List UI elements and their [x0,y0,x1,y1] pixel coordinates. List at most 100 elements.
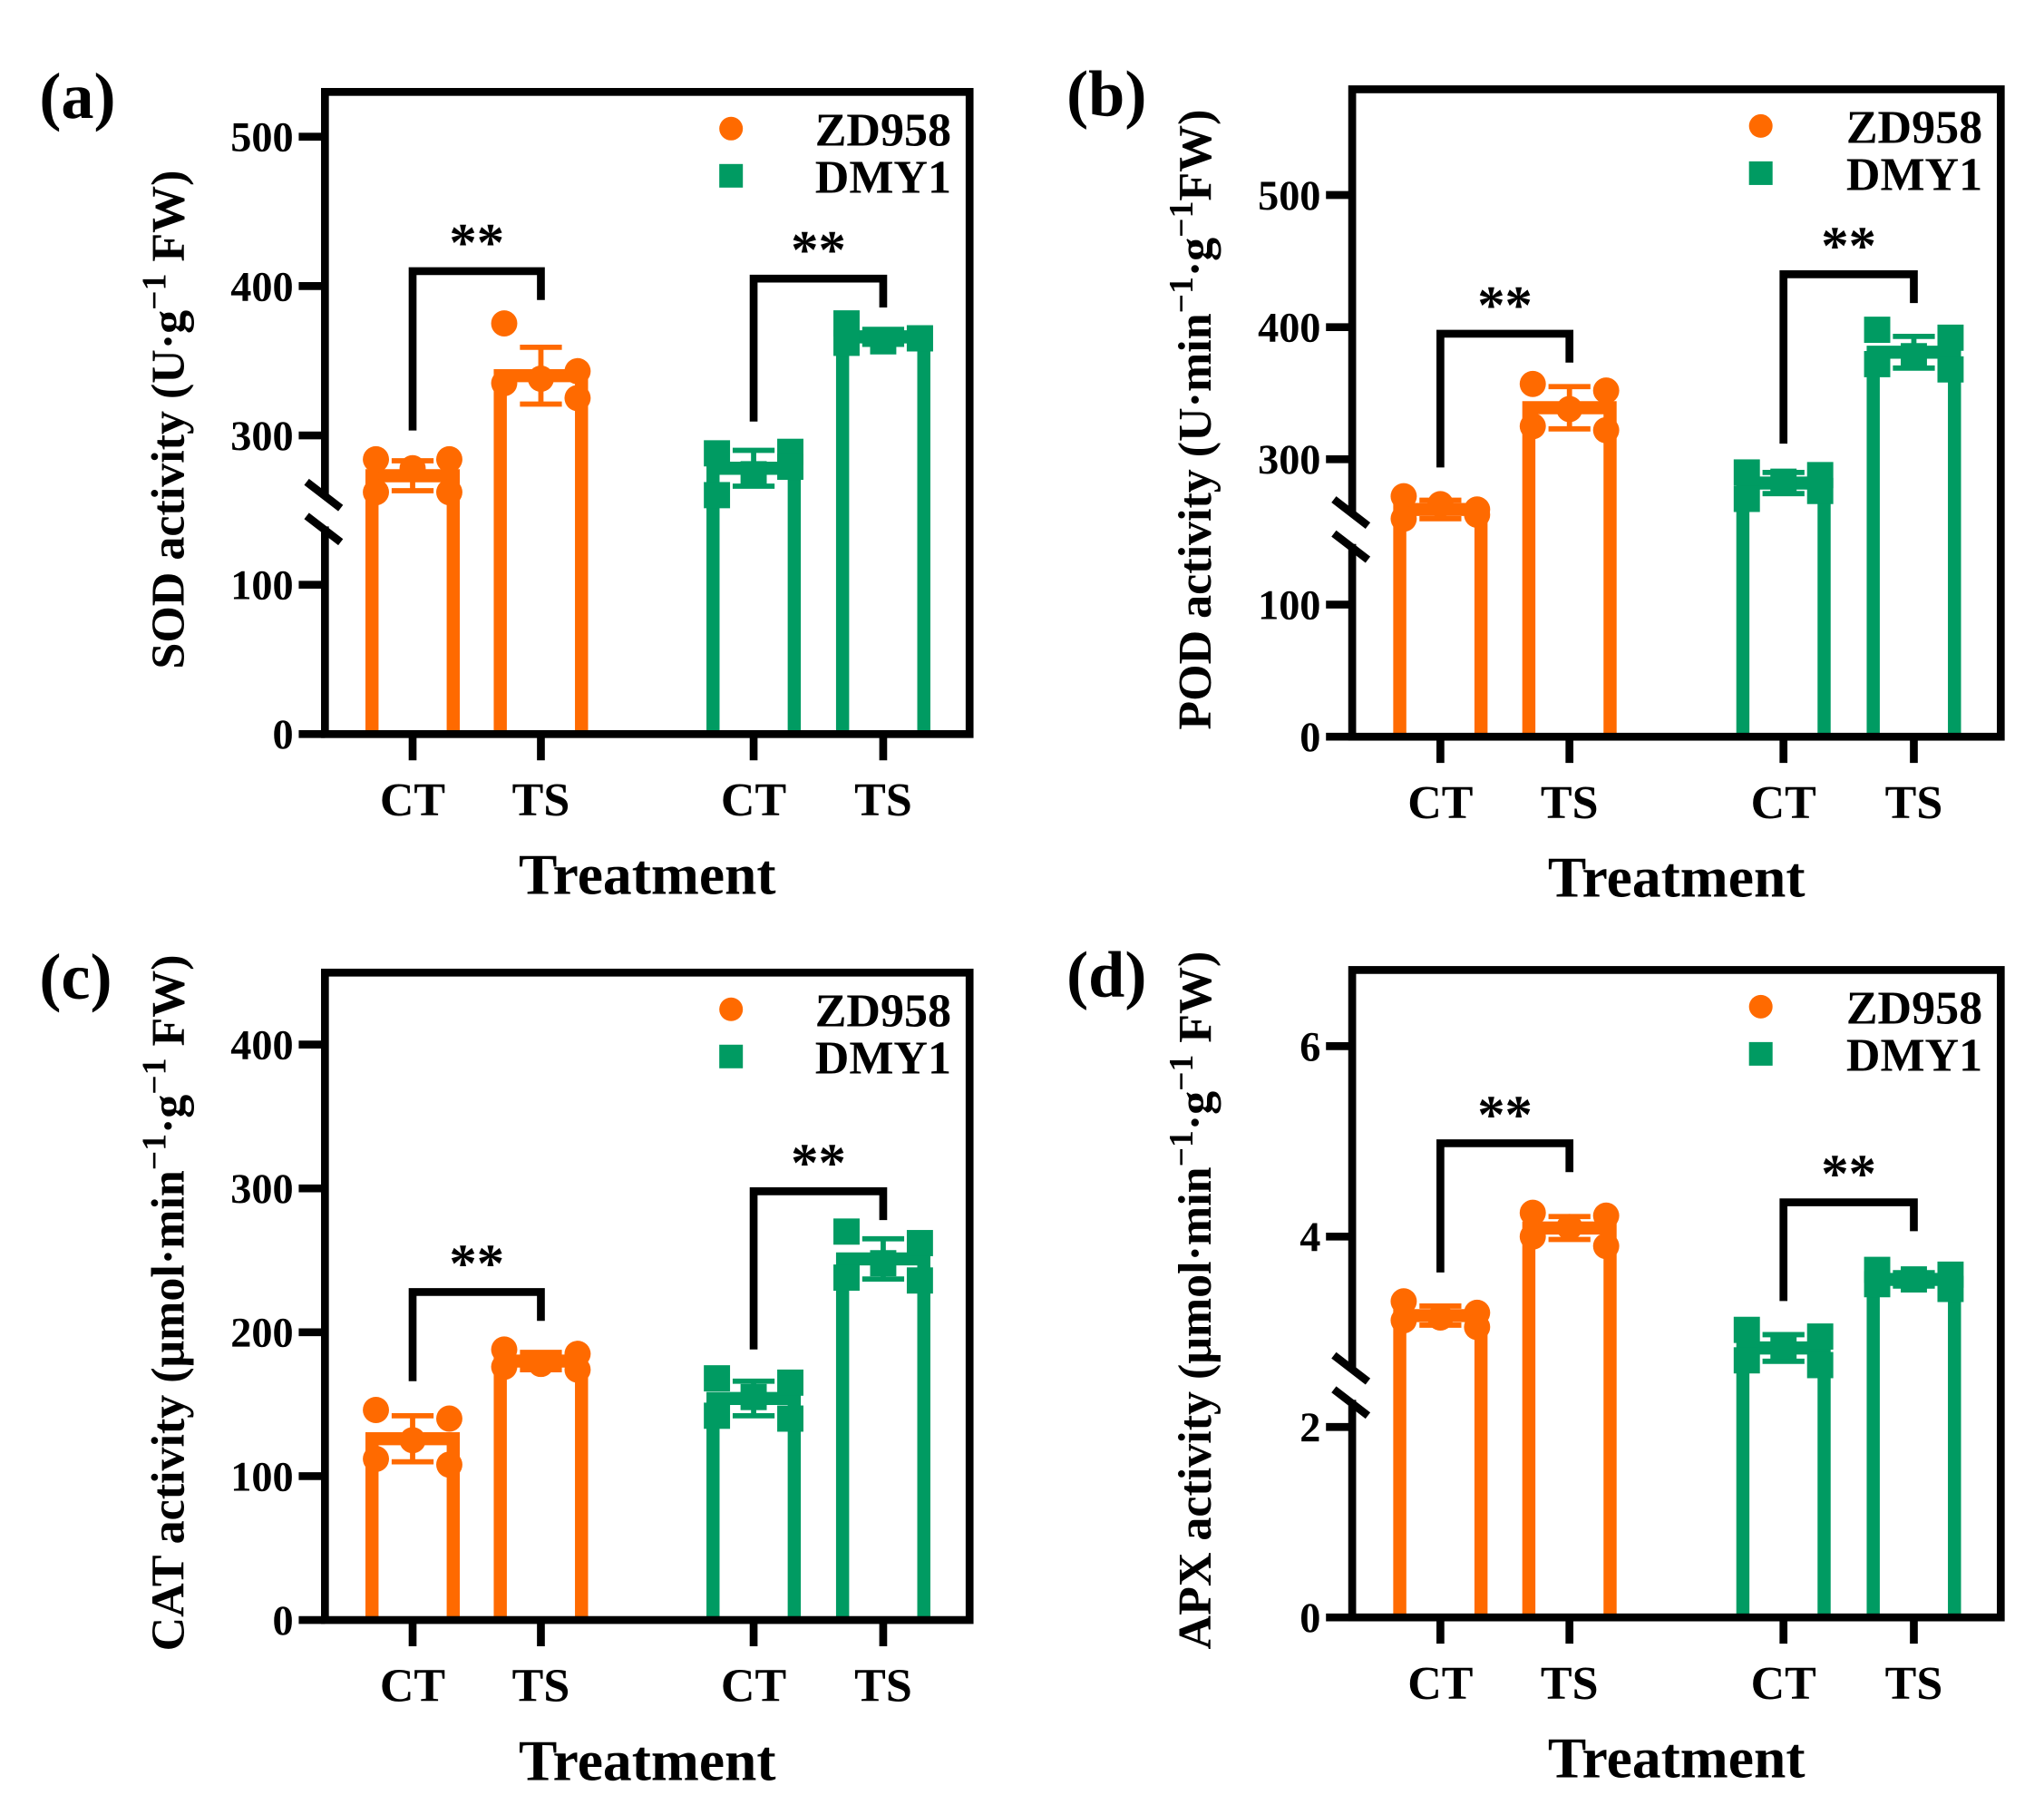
data-point [1806,477,1834,504]
significance-bracket [1779,1198,1918,1302]
y-axis-title-part: CAT activity (μmol·min [142,1170,194,1651]
significance-label: ** [1821,216,1876,277]
superscript: −1 [136,274,173,310]
plot-frame [1348,85,2005,741]
data-point [777,1405,803,1432]
y-tick-label: 300 [230,413,293,459]
y-tick-label: 200 [230,1310,293,1356]
legend-square-icon [1748,1041,1773,1066]
x-tick-label: TS [854,1661,912,1712]
data-point [740,461,767,488]
x-axis-title: Treatment [519,843,776,907]
superscript: −1 [1163,201,1201,238]
legend-square-icon [1748,161,1773,185]
y-tick-label: 400 [230,1022,293,1068]
axis-break-icon [304,478,344,546]
y-tick-label: 0 [273,711,294,757]
data-point [777,1369,803,1396]
data-point [399,1427,426,1454]
data-point [1937,1275,1964,1303]
y-axis-title-part: SOD activity (U·g [142,310,194,669]
x-axis-title: Treatment [519,1728,776,1792]
significance-label: ** [1477,1085,1533,1146]
x-axis-title: Treatment [1548,1725,1806,1790]
data-point [399,454,426,482]
data-point [1519,370,1546,397]
x-tick-label: CT [1751,1658,1816,1710]
significance-label: ** [1477,275,1533,336]
data-point [1864,317,1891,344]
y-axis-title: APX activity (μmol·min−1·g−1 FW) [1163,951,1222,1650]
data-point [1390,1288,1417,1315]
data-point [1556,1214,1583,1241]
superscript: −1 [136,1059,173,1095]
y-axis-title-part: FW) [142,171,194,274]
data-point [1806,1323,1834,1350]
data-point [1733,1316,1760,1343]
x-tick-label: CT [1407,777,1473,829]
superscript: −1 [136,1134,173,1170]
data-point [906,1267,933,1294]
y-tick-label: 2 [1299,1404,1320,1450]
x-tick-label: TS [512,1661,570,1712]
y-tick-label: 0 [1299,714,1320,760]
data-point [1390,1307,1417,1334]
bar [493,1354,589,1621]
y-axis-title: POD activity (U·min−1·g−1FW) [1163,110,1222,730]
data-point [906,1230,933,1256]
data-point [1556,395,1583,423]
data-point [1733,485,1760,512]
superscript: −1 [1163,277,1201,313]
data-point [777,454,803,481]
y-axis-title-part: FW) [1170,110,1222,201]
chart-panel-b: (b) ** ** 0 100 300 400 500 CT TS CT TS Treatment POD… [1066,57,2005,909]
data-point [833,1264,860,1292]
significance-bracket [408,1288,545,1381]
significance-label: ** [1821,1144,1876,1205]
x-tick-label: CT [1407,1658,1473,1710]
legend-label: ZD958 [815,105,951,157]
legend-label: ZD958 [815,986,951,1038]
data-point [528,366,554,392]
legend-square-icon [719,1044,744,1068]
data-point [363,1397,389,1423]
significance-bracket [749,1187,888,1350]
significance-label: ** [791,1133,846,1194]
legend-label: DMY1 [1846,150,1982,201]
y-axis-title-part: ·g [1170,238,1222,277]
data-point [1390,505,1417,532]
data-point [436,1451,462,1478]
x-tick-label: TS [1541,1658,1599,1710]
data-point [1519,1223,1546,1250]
data-point [363,479,389,506]
x-tick-label: TS [1885,1658,1943,1710]
data-point [704,482,731,509]
data-point [833,329,860,356]
data-point [740,1383,767,1410]
bar [1736,1341,1831,1618]
bar [1522,1221,1617,1618]
y-tick-label: 0 [1299,1595,1320,1641]
data-point [1770,1332,1797,1360]
legend-label: DMY1 [815,152,951,204]
y-tick-label: 500 [230,114,293,161]
bar [1393,1309,1488,1618]
x-axis-title: Treatment [1548,844,1806,909]
axis-break-icon [1331,1351,1371,1420]
plot-frame [320,88,974,738]
y-axis-title: CAT activity (μmol·min−1·g−1 FW) [136,954,194,1651]
data-point [833,1218,860,1245]
data-point [1733,1347,1760,1374]
data-point [564,1356,591,1383]
data-point [564,385,591,412]
axis-break-icon [1331,496,1371,563]
data-point [870,327,897,355]
data-point [363,445,389,473]
significance-bracket [749,274,888,422]
data-point [1592,1233,1620,1260]
significance-bracket [1436,1139,1574,1273]
data-point [1592,377,1620,405]
chart-panel-c: (c) ** ** 0 100 200 300 400 CT TS CT TS Treatment CAT… [39,941,974,1792]
